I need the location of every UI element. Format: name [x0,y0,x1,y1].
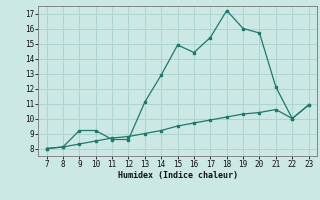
X-axis label: Humidex (Indice chaleur): Humidex (Indice chaleur) [118,171,238,180]
